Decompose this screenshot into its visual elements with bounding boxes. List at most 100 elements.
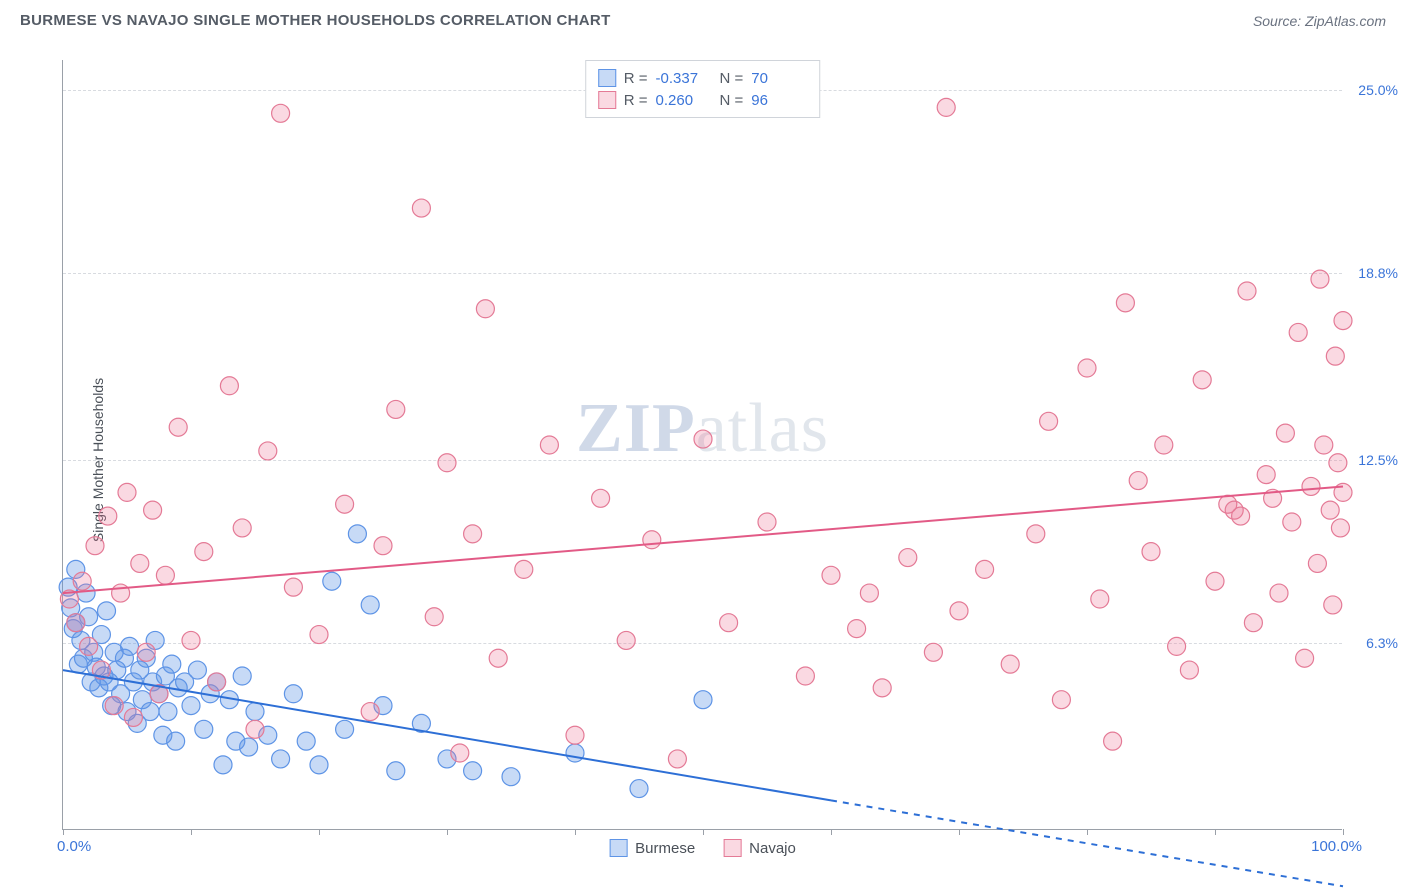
scatter-point bbox=[848, 620, 866, 638]
scatter-point bbox=[272, 750, 290, 768]
legend-n-burmese: 70 bbox=[751, 70, 807, 87]
x-tick bbox=[319, 829, 320, 835]
scatter-point bbox=[131, 554, 149, 572]
scatter-point bbox=[80, 637, 98, 655]
scatter-point bbox=[195, 543, 213, 561]
scatter-point bbox=[1142, 543, 1160, 561]
scatter-point bbox=[1334, 312, 1352, 330]
scatter-point bbox=[1193, 371, 1211, 389]
scatter-point bbox=[1238, 282, 1256, 300]
scatter-point bbox=[169, 418, 187, 436]
scatter-point bbox=[950, 602, 968, 620]
scatter-point bbox=[182, 697, 200, 715]
scatter-point bbox=[233, 519, 251, 537]
scatter-point bbox=[233, 667, 251, 685]
scatter-point bbox=[1296, 649, 1314, 667]
scatter-point bbox=[208, 673, 226, 691]
legend-n-label: N = bbox=[720, 92, 744, 109]
scatter-point bbox=[796, 667, 814, 685]
x-tick bbox=[191, 829, 192, 835]
scatter-point bbox=[502, 768, 520, 786]
scatter-point bbox=[1244, 614, 1262, 632]
scatter-point bbox=[188, 661, 206, 679]
legend-r-navajo: 0.260 bbox=[656, 92, 712, 109]
trendline bbox=[63, 486, 1343, 593]
scatter-point bbox=[137, 643, 155, 661]
scatter-point bbox=[1091, 590, 1109, 608]
scatter-svg bbox=[63, 60, 1342, 829]
scatter-point bbox=[387, 762, 405, 780]
legend-r-label: R = bbox=[624, 70, 648, 87]
scatter-point bbox=[1129, 472, 1147, 490]
scatter-point bbox=[310, 626, 328, 644]
scatter-point bbox=[1329, 454, 1347, 472]
scatter-point bbox=[720, 614, 738, 632]
scatter-point bbox=[284, 578, 302, 596]
scatter-point bbox=[297, 732, 315, 750]
scatter-point bbox=[240, 738, 258, 756]
scatter-point bbox=[284, 685, 302, 703]
legend-row-navajo: R = 0.260 N = 96 bbox=[598, 89, 808, 111]
scatter-point bbox=[1324, 596, 1342, 614]
y-tick-label: 18.8% bbox=[1358, 265, 1398, 281]
scatter-point bbox=[592, 489, 610, 507]
scatter-point bbox=[566, 726, 584, 744]
x-min-label: 0.0% bbox=[57, 838, 91, 855]
scatter-point bbox=[124, 708, 142, 726]
scatter-point bbox=[1283, 513, 1301, 531]
scatter-point bbox=[873, 679, 891, 697]
scatter-point bbox=[105, 697, 123, 715]
scatter-point bbox=[976, 560, 994, 578]
scatter-point bbox=[540, 436, 558, 454]
scatter-point bbox=[438, 454, 456, 472]
scatter-point bbox=[1104, 732, 1122, 750]
scatter-point bbox=[1311, 270, 1329, 288]
scatter-point bbox=[412, 199, 430, 217]
scatter-point bbox=[159, 703, 177, 721]
scatter-point bbox=[121, 637, 139, 655]
scatter-point bbox=[758, 513, 776, 531]
x-tick bbox=[447, 829, 448, 835]
scatter-point bbox=[515, 560, 533, 578]
scatter-point bbox=[141, 703, 159, 721]
swatch-navajo bbox=[723, 839, 741, 857]
scatter-point bbox=[476, 300, 494, 318]
scatter-point bbox=[1116, 294, 1134, 312]
scatter-point bbox=[259, 442, 277, 460]
swatch-burmese bbox=[609, 839, 627, 857]
scatter-point bbox=[1232, 507, 1250, 525]
scatter-point bbox=[118, 483, 136, 501]
scatter-point bbox=[73, 572, 91, 590]
scatter-point bbox=[1315, 436, 1333, 454]
scatter-point bbox=[1027, 525, 1045, 543]
scatter-point bbox=[1168, 637, 1186, 655]
scatter-point bbox=[220, 377, 238, 395]
scatter-point bbox=[246, 703, 264, 721]
scatter-point bbox=[1331, 519, 1349, 537]
legend-label-navajo: Navajo bbox=[749, 840, 796, 857]
scatter-point bbox=[464, 762, 482, 780]
scatter-point bbox=[195, 720, 213, 738]
x-tick bbox=[1215, 829, 1216, 835]
y-tick-label: 12.5% bbox=[1358, 452, 1398, 468]
swatch-burmese bbox=[598, 69, 616, 87]
chart-source: Source: ZipAtlas.com bbox=[1253, 13, 1386, 29]
scatter-point bbox=[899, 549, 917, 567]
scatter-point bbox=[566, 744, 584, 762]
scatter-point bbox=[1302, 477, 1320, 495]
scatter-point bbox=[67, 614, 85, 632]
legend-n-navajo: 96 bbox=[751, 92, 807, 109]
scatter-point bbox=[361, 596, 379, 614]
scatter-point bbox=[387, 400, 405, 418]
legend-r-label: R = bbox=[624, 92, 648, 109]
scatter-point bbox=[617, 631, 635, 649]
x-tick bbox=[831, 829, 832, 835]
x-tick bbox=[63, 829, 64, 835]
scatter-point bbox=[348, 525, 366, 543]
plot-area: ZIPatlas R = -0.337 N = 70 R = 0.260 N =… bbox=[62, 60, 1342, 830]
legend-label-burmese: Burmese bbox=[635, 840, 695, 857]
scatter-point bbox=[272, 104, 290, 122]
y-tick-label: 25.0% bbox=[1358, 82, 1398, 98]
x-tick bbox=[1087, 829, 1088, 835]
scatter-point bbox=[246, 720, 264, 738]
